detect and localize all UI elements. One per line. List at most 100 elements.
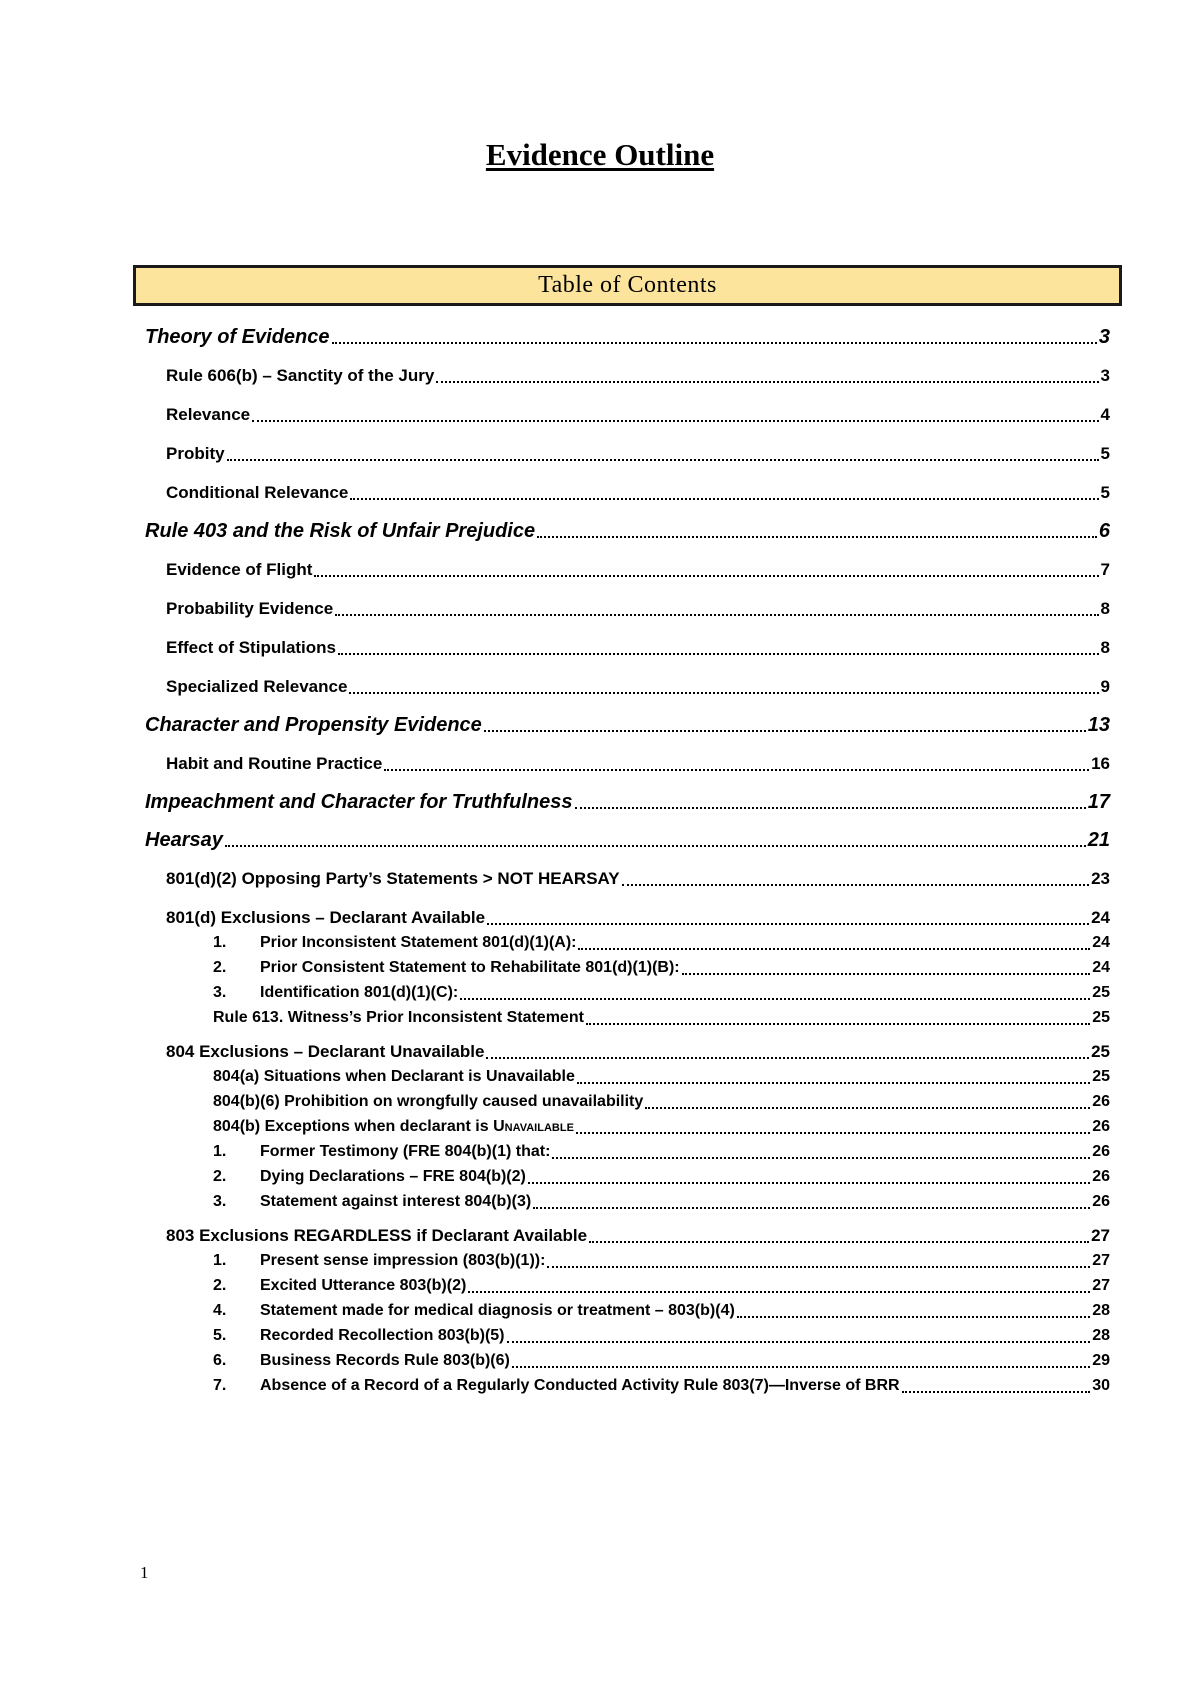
toc-entry[interactable]: Impeachment and Character for Truthfulne… <box>133 792 1110 813</box>
dot-leader <box>511 1366 1091 1368</box>
toc-entry-page: 8 <box>1100 638 1110 657</box>
dot-leader <box>349 692 1099 694</box>
dot-leader <box>252 420 1099 422</box>
toc-entry[interactable]: 1. Prior Inconsistent Statement 801(d)(1)… <box>133 932 1110 954</box>
toc-entry[interactable]: 2. Dying Declarations – FRE 804(b)(2) 26 <box>133 1166 1110 1188</box>
toc-entry[interactable]: 3. Identification 801(d)(1)(C): 25 <box>133 982 1110 1004</box>
toc-entry[interactable]: Rule 403 and the Risk of Unfair Prejudic… <box>133 521 1110 542</box>
toc-entry[interactable]: Rule 606(b) – Sanctity of the Jury 3 <box>133 365 1110 387</box>
toc-entry-page: 26 <box>1092 1118 1110 1135</box>
toc-entry-page: 16 <box>1091 754 1110 773</box>
toc-entry-page: 25 <box>1092 1068 1110 1085</box>
dot-leader <box>736 1316 1091 1318</box>
toc-entry-page: 3 <box>1100 366 1110 385</box>
toc-entry-label: Dying Declarations – FRE 804(b)(2) <box>260 1168 526 1185</box>
toc-entry-page: 26 <box>1092 1168 1110 1185</box>
toc-entry[interactable]: 5. Recorded Recollection 803(b)(5) 28 <box>133 1325 1110 1347</box>
toc-entry-label-smallcaps: Unavailable <box>493 1118 574 1135</box>
toc-entry-label: Impeachment and Character for Truthfulne… <box>145 791 573 813</box>
toc-entry-number: 1. <box>213 934 227 951</box>
toc-entry[interactable]: Effect of Stipulations 8 <box>133 637 1110 659</box>
toc-entry-label: Conditional Relevance <box>166 483 349 502</box>
toc-entry[interactable]: 804(b) Exceptions when declarant is Unav… <box>133 1116 1110 1138</box>
toc-entry-page: 29 <box>1092 1352 1110 1369</box>
toc-entry-page: 25 <box>1091 1042 1110 1061</box>
toc-entry-page: 17 <box>1087 791 1110 813</box>
toc-header-box: Table of Contents <box>133 265 1122 306</box>
toc-entry-label: Business Records Rule 803(b)(6) <box>260 1352 510 1369</box>
toc-entry[interactable]: 2. Excited Utterance 803(b)(2) 27 <box>133 1275 1110 1297</box>
dot-leader <box>576 1082 1091 1084</box>
dot-leader <box>533 1207 1091 1209</box>
toc-entry-page: 3 <box>1098 326 1110 348</box>
toc-entry-page: 13 <box>1087 714 1110 736</box>
toc-entry-label: 801(d)(2) Opposing Party’s Statements > … <box>166 869 620 888</box>
toc-entry-page: 4 <box>1100 405 1110 424</box>
toc-entry-label: 801(d) Exclusions – Declarant Available <box>166 908 486 927</box>
toc-entry-label: Present sense impression (803(b)(1)): <box>260 1252 546 1269</box>
toc-entry-label: Probability Evidence <box>166 599 334 618</box>
dot-leader <box>574 807 1086 809</box>
toc-entry[interactable]: Conditional Relevance 5 <box>133 482 1110 504</box>
dot-leader <box>552 1157 1091 1159</box>
toc-entry-page: 30 <box>1092 1377 1110 1394</box>
toc-entry[interactable]: 801(d) Exclusions – Declarant Available 2… <box>133 907 1110 929</box>
dot-leader <box>575 1132 1091 1134</box>
dot-leader <box>547 1266 1091 1268</box>
document-page: { "document": { "title": "Evidence Outli… <box>0 139 1200 1692</box>
toc-entry-label: Hearsay <box>145 829 223 851</box>
toc-entry-page: 7 <box>1100 560 1110 579</box>
toc-entry-label: 804(a) Situations when Declarant is Unav… <box>213 1068 575 1085</box>
toc-entry[interactable]: Character and Propensity Evidence 13 <box>133 715 1110 736</box>
toc-entry[interactable]: Habit and Routine Practice 16 <box>133 753 1110 775</box>
toc-entry-label: Probity <box>166 444 225 463</box>
toc-entry[interactable]: 801(d)(2) Opposing Party’s Statements > … <box>133 868 1110 890</box>
toc-entry-number: 4. <box>213 1302 227 1319</box>
toc-entry[interactable]: 804(b)(6) Prohibition on wrongfully caus… <box>133 1091 1110 1113</box>
toc-entry-label: Evidence of Flight <box>166 560 313 579</box>
toc-entry-label: Rule 606(b) – Sanctity of the Jury <box>166 366 435 385</box>
toc-entry[interactable]: 1. Present sense impression (803(b)(1)): 2… <box>133 1250 1110 1272</box>
dot-leader <box>585 1023 1091 1025</box>
toc-entry[interactable]: Probity 5 <box>133 443 1110 465</box>
toc-entry[interactable]: 4. Statement made for medical diagnosis o… <box>133 1300 1110 1322</box>
toc-entry-label: Rule 403 and the Risk of Unfair Prejudic… <box>145 520 536 542</box>
toc-entry-label: Excited Utterance 803(b)(2) <box>260 1277 467 1294</box>
toc-entry[interactable]: 803 Exclusions REGARDLESS if Declarant A… <box>133 1225 1110 1247</box>
toc-entry[interactable]: 804 Exclusions – Declarant Unavailable 25 <box>133 1041 1110 1063</box>
page-title: Evidence Outline <box>0 139 1200 170</box>
toc-entry-number: 3. <box>213 984 227 1001</box>
toc-header-label: Table of Contents <box>538 272 717 298</box>
toc-entry[interactable]: Evidence of Flight 7 <box>133 559 1110 581</box>
toc-entry-label: 803 Exclusions REGARDLESS if Declarant A… <box>166 1226 588 1245</box>
dot-leader <box>224 845 1086 847</box>
toc-entry[interactable]: Rule 613. Witness’s Prior Inconsistent S… <box>133 1007 1110 1029</box>
dot-leader <box>589 1241 1090 1243</box>
toc-entry-number: 1. <box>213 1143 227 1160</box>
toc-entry[interactable]: Specialized Relevance 9 <box>133 676 1110 698</box>
toc-entry-page: 23 <box>1091 869 1110 888</box>
toc-entry[interactable]: Relevance 4 <box>133 404 1110 426</box>
toc-entry-number: 3. <box>213 1193 227 1210</box>
toc-entry[interactable]: 3. Statement against interest 804(b)(3) 26 <box>133 1191 1110 1213</box>
toc-entry[interactable]: 804(a) Situations when Declarant is Unav… <box>133 1066 1110 1088</box>
toc-entry-label: Effect of Stipulations <box>166 638 336 657</box>
toc-entry-page: 28 <box>1092 1302 1110 1319</box>
toc-entry[interactable]: Theory of Evidence 3 <box>133 327 1110 348</box>
toc-entry[interactable]: 7. Absence of a Record of a Regularly Con… <box>133 1375 1110 1397</box>
toc-entry[interactable]: 2. Prior Consistent Statement to Rehabili… <box>133 957 1110 979</box>
dot-leader <box>901 1391 1091 1393</box>
dot-leader <box>527 1182 1091 1184</box>
toc-entry[interactable]: 6. Business Records Rule 803(b)(6) 29 <box>133 1350 1110 1372</box>
toc-entry-page: 5 <box>1100 483 1110 502</box>
toc-entry-label: Prior Consistent Statement to Rehabilita… <box>260 959 680 976</box>
toc-entry[interactable]: Probability Evidence 8 <box>133 598 1110 620</box>
toc-entry-label: Character and Propensity Evidence <box>145 714 482 736</box>
toc-entry-page: 21 <box>1087 829 1110 851</box>
toc-entry-page: 26 <box>1092 1093 1110 1110</box>
toc-entry-page: 26 <box>1092 1193 1110 1210</box>
toc-entry-label: Theory of Evidence <box>145 326 330 348</box>
toc-entry[interactable]: Hearsay 21 <box>133 830 1110 851</box>
dot-leader <box>621 884 1090 886</box>
toc-entry[interactable]: 1. Former Testimony (FRE 804(b)(1) that: 2… <box>133 1141 1110 1163</box>
